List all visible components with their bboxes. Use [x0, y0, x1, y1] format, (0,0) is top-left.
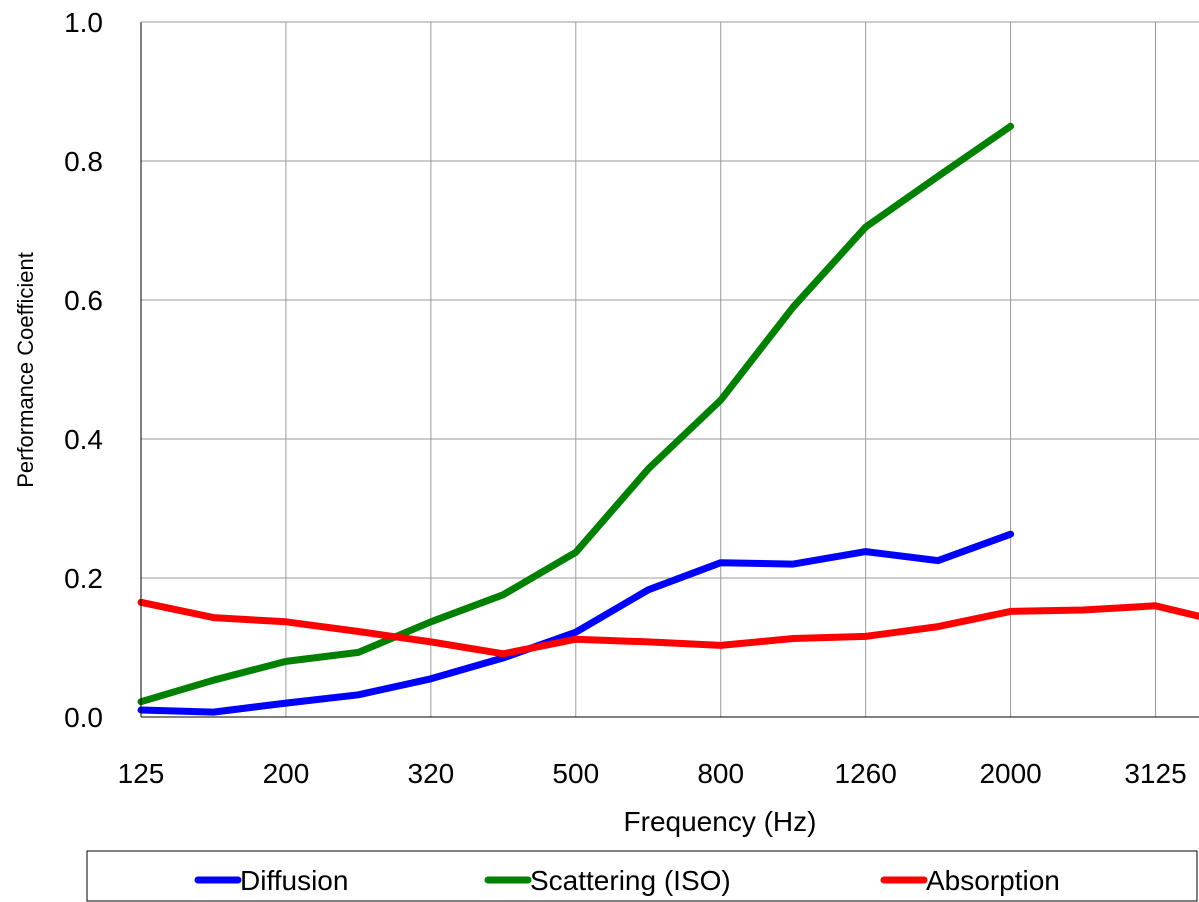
x-tick-label: 125: [118, 758, 165, 789]
legend-label-scattering-iso: Scattering (ISO): [530, 865, 731, 896]
y-tick-label: 0.2: [64, 563, 103, 594]
x-tick-label: 1260: [835, 758, 897, 789]
legend: Diffusion Scattering (ISO) Absorption: [86, 850, 1198, 902]
y-tick-label: 0.4: [64, 424, 103, 455]
x-tick-label: 3125: [1124, 758, 1186, 789]
y-tick-label: 0.0: [64, 702, 103, 733]
axes: 0.0 0.2 0.4 0.6 0.8 1.0 125 200 320 500 800 1260 200…: [64, 7, 1199, 789]
y-tick-label: 1.0: [64, 7, 103, 38]
y-axis-title: Performance Coefficient: [13, 252, 38, 488]
y-tick-label: 0.6: [64, 285, 103, 316]
series-line-absorption: [137, 598, 1199, 658]
legend-box: [86, 850, 1198, 902]
x-tick-label: 320: [408, 758, 455, 789]
x-tick-label: 2000: [979, 758, 1041, 789]
legend-label-diffusion: Diffusion: [240, 865, 348, 896]
x-axis-title: Frequency (Hz): [624, 806, 817, 837]
x-tick-label: 800: [697, 758, 744, 789]
x-tick-label: 200: [263, 758, 310, 789]
x-tick-label: 500: [552, 758, 599, 789]
series-lines: [137, 122, 1199, 716]
legend-label-absorption: Absorption: [926, 865, 1060, 896]
series-line-diffusion: [137, 530, 1015, 716]
series-line-scattering-iso: [137, 122, 1015, 706]
y-tick-label: 0.8: [64, 146, 103, 177]
